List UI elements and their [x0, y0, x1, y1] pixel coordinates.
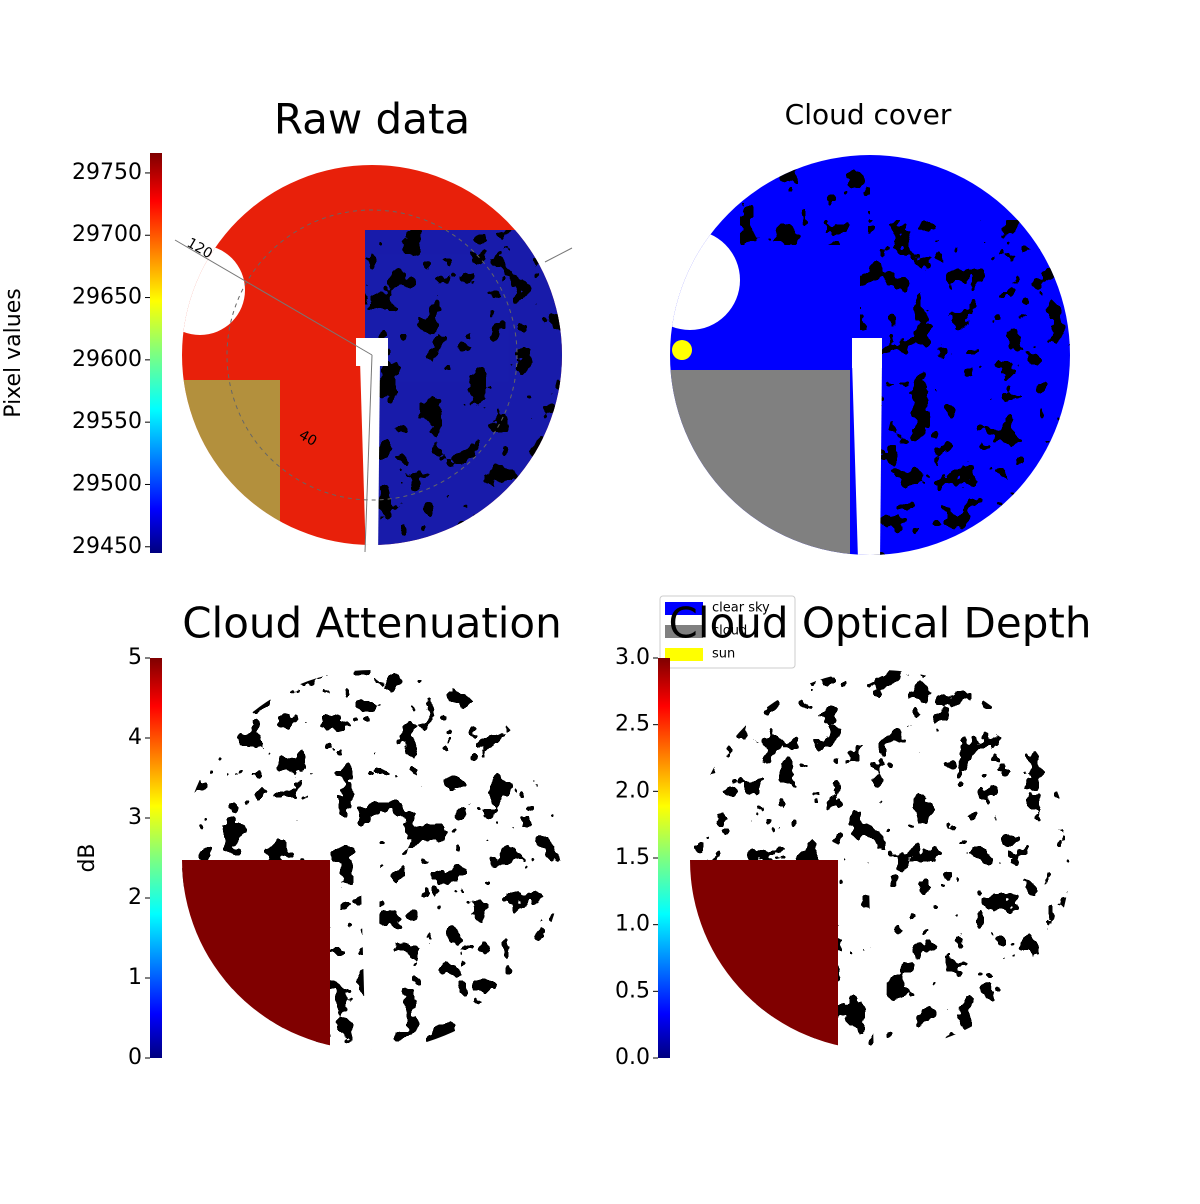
colorbar-tick-label: 2.0: [615, 778, 650, 803]
raw-image: [182, 165, 562, 545]
colorbar-tick-label: 29650: [72, 285, 142, 310]
colorbar-tick-label: 4: [128, 725, 142, 750]
cloud-image: [670, 155, 1070, 555]
legend-label: clear sky: [712, 601, 770, 616]
polar-axis: [364, 354, 373, 553]
colorbar-label: dB: [75, 843, 100, 872]
colorbar: [150, 153, 162, 553]
colorbar-tick-label: 29700: [72, 222, 142, 247]
panel-title: Cloud cover: [785, 98, 952, 131]
polar-axis: [174, 239, 373, 356]
legend-swatch: [665, 602, 703, 615]
colorbar-label: Pixel values: [1, 288, 26, 417]
attenuation-image: [182, 670, 562, 1050]
colorbar-tick-label: 29550: [72, 409, 142, 434]
colorbar-tick-label: 1.0: [615, 912, 650, 937]
colorbar-tick-label: 29750: [72, 160, 142, 185]
panel-title: Cloud Optical Depth: [669, 599, 1092, 648]
colorbar-tick-label: 3.0: [615, 645, 650, 670]
colorbar-tick-label: 2: [128, 885, 142, 910]
legend-label: sun: [712, 647, 735, 662]
colorbar-tick-label: 0: [128, 1045, 142, 1070]
colorbar-tick-label: 29450: [72, 534, 142, 559]
legend-swatch: [665, 625, 703, 638]
colorbar-tick-label: 5: [128, 645, 142, 670]
colorbar-tick-label: 0.0: [615, 1045, 650, 1070]
sun-marker: [672, 340, 692, 360]
colorbar: [658, 658, 670, 1058]
panel-title: Cloud Attenuation: [182, 599, 562, 648]
legend-label: cloud: [712, 624, 747, 639]
legend-swatch: [665, 648, 703, 661]
colorbar-tick-label: 1.5: [615, 845, 650, 870]
optical-depth-image: [690, 670, 1070, 1050]
colorbar-tick-label: 3: [128, 805, 142, 830]
colorbar-tick-label: 29600: [72, 347, 142, 372]
colorbar-tick-label: 0.5: [615, 978, 650, 1003]
colorbar-tick-label: 2.5: [615, 712, 650, 737]
annotation: 40: [296, 427, 319, 450]
panel-title: Raw data: [274, 95, 470, 144]
colorbar: [150, 658, 162, 1058]
colorbar-tick-label: 29500: [72, 471, 142, 496]
polar-grid: [226, 209, 518, 501]
polar-axis: [544, 247, 573, 263]
colorbar-tick-label: 1: [128, 965, 142, 990]
